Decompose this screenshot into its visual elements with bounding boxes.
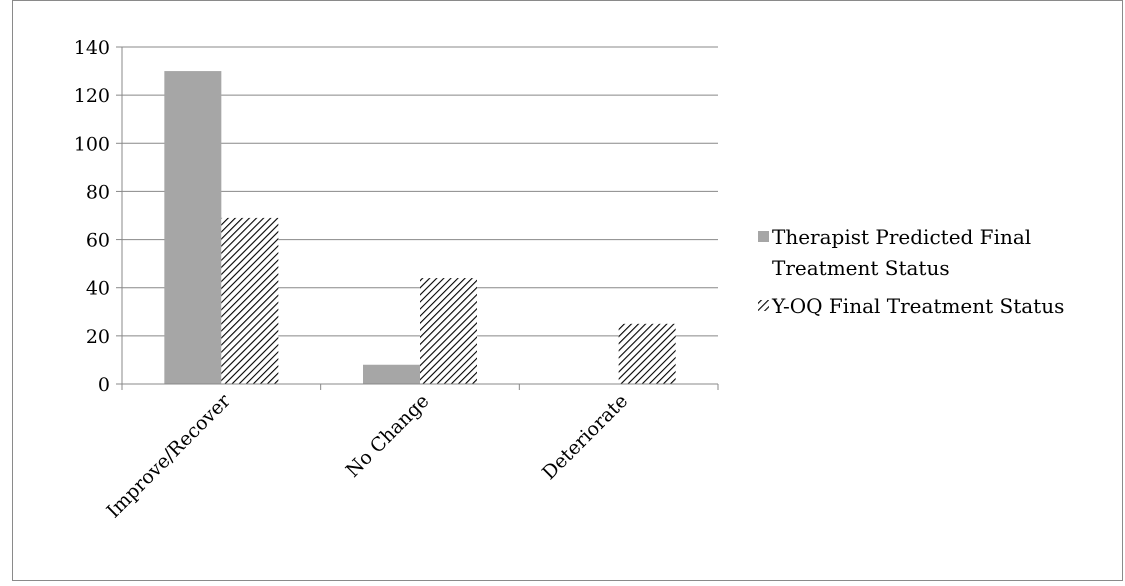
- legend-swatch-yoq-final: [758, 300, 769, 311]
- x-category-label: Improve/Recover: [102, 389, 235, 522]
- axes: [116, 46, 719, 390]
- y-tick-label: 120: [74, 85, 110, 107]
- bar-yoq-final-0: [221, 217, 279, 384]
- legend: Therapist Predicted Final Treatment Statu…: [758, 225, 1064, 318]
- legend-label: Treatment Status: [772, 256, 950, 280]
- bar-yoq-final-2: [618, 323, 676, 384]
- y-tick-label: 20: [86, 326, 110, 348]
- y-tick-label: 40: [86, 278, 110, 300]
- y-tick-label: 0: [98, 374, 110, 396]
- legend-swatch-therapist-predicted: [758, 231, 769, 242]
- y-tick-label: 140: [74, 37, 110, 59]
- bars: [164, 71, 676, 385]
- bar-therapist-predicted-0: [164, 71, 222, 385]
- y-tick-label: 80: [86, 181, 110, 203]
- x-category-label: No Change: [342, 390, 434, 482]
- y-tick-label: 100: [74, 133, 110, 155]
- bar-therapist-predicted-1: [363, 364, 420, 384]
- labels: 0 20 40 60 80 100 120 140 Improve/Recover No Chan…: [74, 37, 632, 522]
- y-tick-label: 60: [86, 230, 110, 252]
- legend-label: Y-OQ Final Treatment Status: [771, 294, 1064, 318]
- legend-label: Therapist Predicted Final: [772, 225, 1031, 249]
- bar-yoq-final-1: [420, 278, 477, 384]
- x-category-label: Deteriorate: [538, 390, 632, 484]
